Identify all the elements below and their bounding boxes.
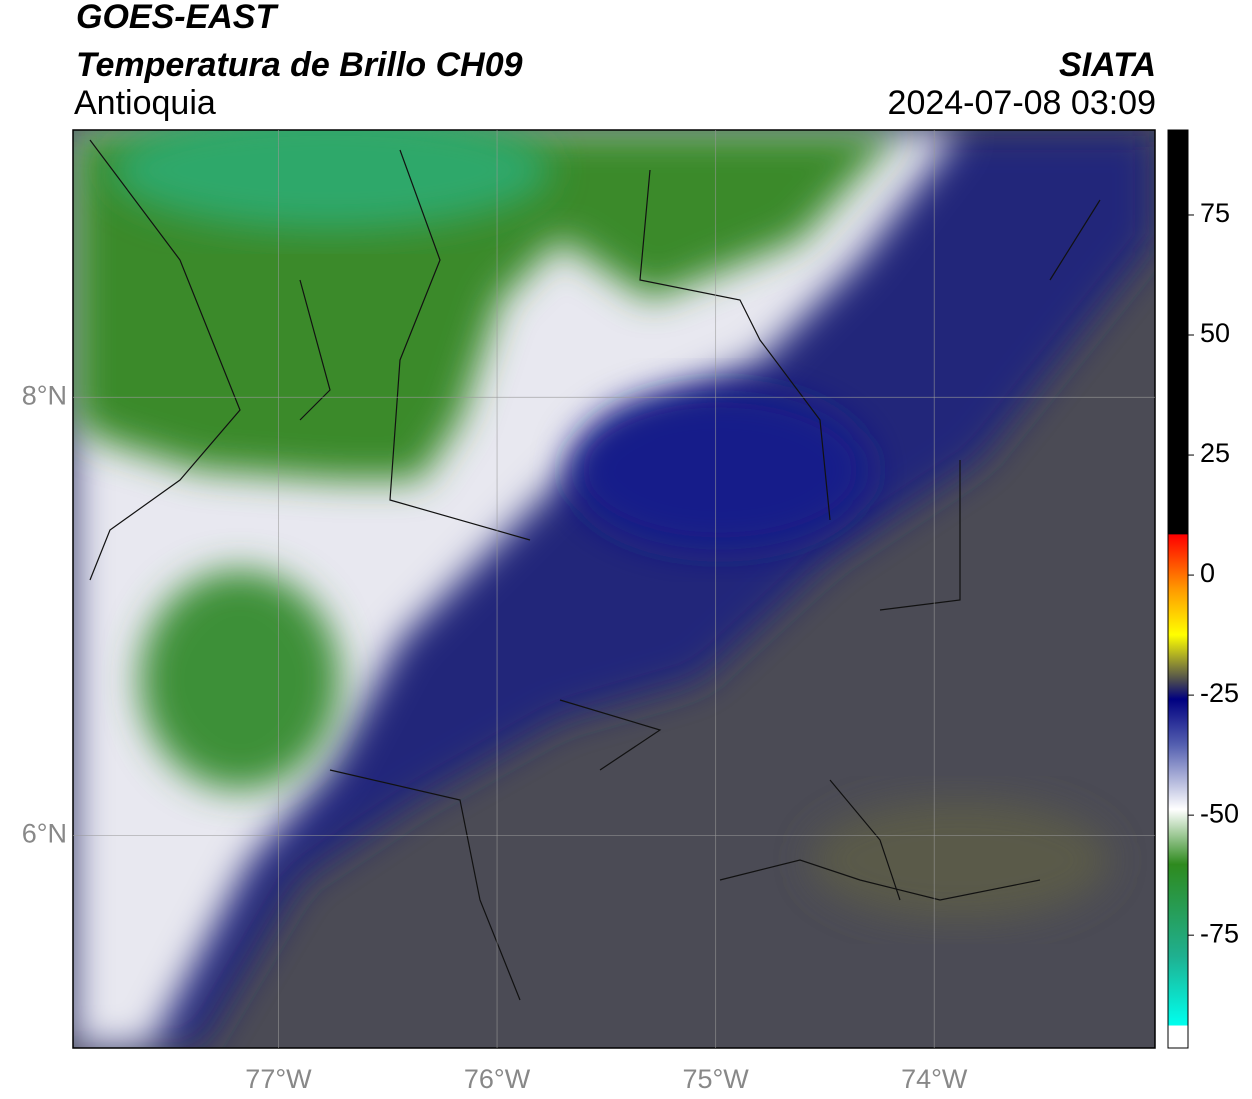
colorbar-tick-label: -75 xyxy=(1200,918,1239,948)
datetime: 2024-07-08 03:09 xyxy=(887,84,1156,122)
colorbar xyxy=(1167,129,1189,1049)
colorbar-tick-label: 25 xyxy=(1200,438,1230,468)
title: GOES-EAST xyxy=(76,0,277,36)
lat-tick-label: 8°N xyxy=(22,380,67,410)
subtitle: Temperatura de Brillo CH09 xyxy=(76,46,523,84)
lat-tick-label: 6°N xyxy=(22,819,67,849)
region: Antioquia xyxy=(74,84,216,122)
lon-tick-label: 76°W xyxy=(464,1064,531,1094)
lon-tick-label: 74°W xyxy=(901,1064,968,1094)
colorbar-tick-label: -25 xyxy=(1200,678,1239,708)
colorbar-tick-label: -50 xyxy=(1200,798,1239,828)
colorbar-tick-label: 75 xyxy=(1200,198,1230,228)
source: SIATA xyxy=(1059,46,1156,84)
satellite-image xyxy=(73,130,1155,1048)
colorbar-tick-label: 50 xyxy=(1200,318,1230,348)
colorbar-tick-label: 0 xyxy=(1200,558,1215,588)
lon-tick-label: 77°W xyxy=(245,1064,312,1094)
lon-tick-label: 75°W xyxy=(682,1064,749,1094)
map-frame xyxy=(72,129,1156,1049)
